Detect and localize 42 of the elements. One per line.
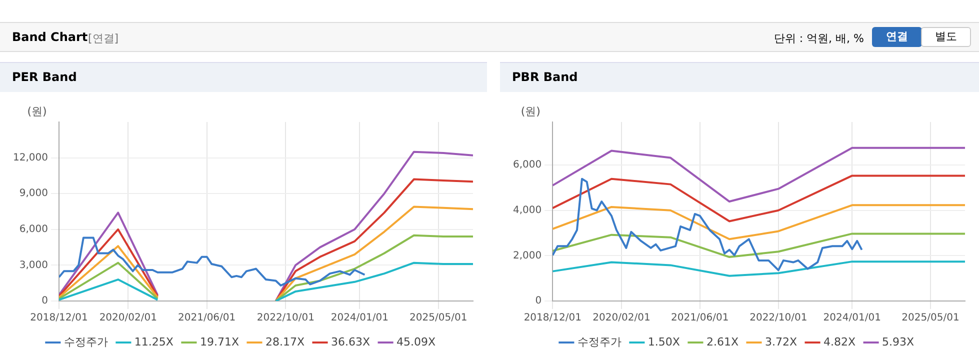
y-tick-label: 12,000 <box>12 152 48 164</box>
x-tick-label: 2018/12/01 <box>30 312 88 324</box>
x-tick-label: 2022/10/01 <box>750 312 808 324</box>
legend-label: 2.61X <box>706 335 739 348</box>
legend-label: 1.50X <box>648 335 680 348</box>
legend-label: 3.72X <box>764 335 798 348</box>
x-tick-label: 2021/06/01 <box>671 312 729 324</box>
x-tick-label: 2020/02/01 <box>592 312 650 324</box>
y-tick-label: 0 <box>535 296 542 307</box>
text: 별도 <box>921 27 971 47</box>
y-axis-title: (원) <box>520 104 540 118</box>
text: Band Chart <box>12 30 88 44</box>
text: 단위 : 억원, 배, % <box>774 31 864 46</box>
y-tick-label: 6,000 <box>512 160 542 171</box>
legend-label: 36.63X <box>331 335 371 348</box>
y-tick-label: 4,000 <box>512 204 542 216</box>
x-tick-label: 2018/12/01 <box>524 312 582 324</box>
x-tick-label: 2025/05/01 <box>410 312 468 324</box>
y-tick-label: 9,000 <box>19 188 48 200</box>
legend-label: 4.82X <box>824 335 856 348</box>
legend-label: 19.71X <box>200 335 240 348</box>
x-tick-label: 2021/06/01 <box>178 312 236 324</box>
legend-label: 수정주가 <box>64 335 108 348</box>
legend-label: 45.09X <box>396 335 436 348</box>
legend-label: 11.25X <box>134 335 174 348</box>
legend-label: 28.17X <box>265 335 305 348</box>
y-tick-label: 6,000 <box>19 224 48 235</box>
text: [연결] <box>88 31 119 46</box>
x-tick-label: 2025/05/01 <box>902 312 960 324</box>
chart-title: PER Band <box>0 62 487 92</box>
y-axis-title: (원) <box>27 104 47 118</box>
y-tick-label: 3,000 <box>19 260 48 271</box>
y-tick-label: 2,000 <box>512 250 542 262</box>
chart-title: PBR Band <box>500 62 979 92</box>
y-tick-label: 0 <box>42 296 48 307</box>
x-tick-label: 2024/01/01 <box>330 312 388 324</box>
text: 연결 <box>872 27 922 47</box>
legend-label: 수정주가 <box>577 335 622 348</box>
legend-label: 5.93X <box>882 335 915 348</box>
x-tick-label: 2020/02/01 <box>99 312 157 324</box>
x-tick-label: 2024/01/01 <box>823 312 881 324</box>
x-tick-label: 2022/10/01 <box>256 312 314 324</box>
